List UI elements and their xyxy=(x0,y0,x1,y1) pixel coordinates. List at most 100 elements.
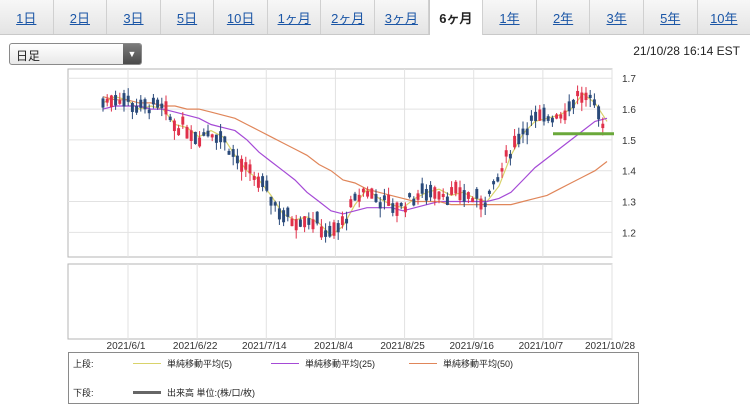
tab-8[interactable]: 6ヶ月 xyxy=(428,0,484,35)
candle-body xyxy=(542,107,546,122)
candle-body xyxy=(223,136,227,143)
candle-body xyxy=(198,137,202,147)
candle-body xyxy=(147,109,151,114)
candle-body xyxy=(328,225,332,237)
tab-7[interactable]: 3ヶ月 xyxy=(375,0,429,34)
candle-body xyxy=(471,198,475,203)
candle-body xyxy=(353,193,357,201)
tab-0[interactable]: 1日 xyxy=(0,0,54,34)
candle-body xyxy=(210,134,214,138)
chevron-down-icon[interactable]: ▼ xyxy=(123,44,141,64)
candle-body xyxy=(118,100,122,104)
y-tick-label: 1.4 xyxy=(622,167,636,178)
candle-body xyxy=(168,116,172,121)
candle-body xyxy=(181,116,185,125)
tab-4[interactable]: 10日 xyxy=(214,0,268,34)
candle-body xyxy=(382,195,386,201)
tab-2[interactable]: 3日 xyxy=(107,0,161,34)
candle-body xyxy=(261,176,265,188)
candle-body xyxy=(395,202,399,216)
candle-body xyxy=(303,216,307,228)
tab-6[interactable]: 2ヶ月 xyxy=(321,0,376,34)
tab-13[interactable]: 10年 xyxy=(710,10,738,26)
x-tick-label: 2021/9/16 xyxy=(449,341,494,352)
volume-chart-frame xyxy=(67,263,613,340)
ma-line-1 xyxy=(102,105,608,215)
tab-12[interactable]: 5年 xyxy=(644,0,698,34)
candle-body xyxy=(185,126,189,139)
candle-body xyxy=(387,194,391,206)
candle-body xyxy=(294,219,298,231)
x-tick-label: 2021/8/4 xyxy=(314,341,353,352)
candle-body xyxy=(256,176,260,188)
candle-body xyxy=(508,153,512,159)
candle-body xyxy=(172,120,176,132)
period-tabs: 1日 2日 3日 5日 10日 1ヶ月 2ヶ月 3ヶ月 6ヶ月 1年 2年 3年 5年 10年 xyxy=(0,0,750,35)
y-tick-label: 1.5 xyxy=(622,136,636,147)
candle-body xyxy=(378,202,382,209)
tab-11[interactable]: 3年 xyxy=(590,0,644,34)
tab-10[interactable]: 2年 xyxy=(537,0,591,34)
candle-body xyxy=(126,95,130,102)
legend-swatch-ma25 xyxy=(271,362,299,364)
candle-body xyxy=(340,216,344,226)
y-tick-label: 1.7 xyxy=(622,74,636,85)
candle-body xyxy=(513,135,517,148)
y-tick-label: 1.2 xyxy=(622,228,636,239)
candle-body xyxy=(588,94,592,99)
candle-body xyxy=(156,99,160,108)
candle-body xyxy=(160,103,164,109)
candle-body xyxy=(433,187,437,199)
x-tick-label: 2021/6/1 xyxy=(107,341,146,352)
legend-label-volume: 出来高 単位:(株/口/枚) xyxy=(167,387,255,398)
candle-body xyxy=(345,218,349,224)
candle-body xyxy=(492,181,496,185)
candle-body xyxy=(240,158,244,172)
candle-body xyxy=(277,208,281,220)
tab-3[interactable]: 5日 xyxy=(161,0,215,34)
legend-lower-label: 下段: xyxy=(73,387,94,398)
legend-label-ma50: 単純移動平均(50) xyxy=(443,358,514,369)
candle-body xyxy=(592,99,596,106)
candle-body xyxy=(139,99,143,108)
candle-body xyxy=(135,105,139,113)
candle-body xyxy=(357,194,361,202)
tab-9[interactable]: 1年 xyxy=(483,0,537,34)
candle-body xyxy=(420,183,424,194)
candle-body xyxy=(219,131,223,143)
x-tick-label: 2021/10/28 xyxy=(585,341,635,352)
legend-upper-row: 上段: 単純移動平均(5) 単純移動平均(25) 単純移動平均(50) xyxy=(73,356,547,370)
candle-body xyxy=(555,114,559,119)
candle-body xyxy=(567,101,571,112)
candle-body xyxy=(189,130,193,141)
legend-item-volume: 出来高 単位:(株/口/枚) xyxy=(133,386,255,399)
legend-item-ma5: 単純移動平均(5) xyxy=(133,357,271,370)
candle-body xyxy=(529,115,533,121)
candle-body xyxy=(466,192,470,199)
tab-5[interactable]: 1ヶ月 xyxy=(268,0,322,34)
legend-item-ma25: 単純移動平均(25) xyxy=(271,357,409,370)
candle-body xyxy=(450,187,454,195)
candle-body xyxy=(101,98,105,108)
candle-body xyxy=(252,176,256,180)
candle-body xyxy=(298,219,302,227)
candle-body xyxy=(227,150,231,155)
candle-body xyxy=(206,130,210,137)
candle-body xyxy=(534,111,538,121)
candle-body xyxy=(597,106,601,120)
candle-body xyxy=(408,193,412,198)
y-tick-label: 1.6 xyxy=(622,105,636,116)
candle-body xyxy=(273,202,277,206)
candle-body xyxy=(483,202,487,207)
candle-body xyxy=(538,109,542,121)
candle-body xyxy=(424,189,428,201)
candle-body xyxy=(479,198,483,210)
candle-body xyxy=(580,92,584,103)
candle-body xyxy=(231,149,235,157)
x-tick-label: 2021/7/14 xyxy=(242,341,287,352)
candle-body xyxy=(374,194,378,203)
candle-body xyxy=(324,230,328,237)
tab-1[interactable]: 2日 xyxy=(54,0,108,34)
candle-period-select[interactable]: 日足 ▼ xyxy=(9,43,142,65)
timestamp: 21/10/28 16:14 EST xyxy=(633,44,740,58)
